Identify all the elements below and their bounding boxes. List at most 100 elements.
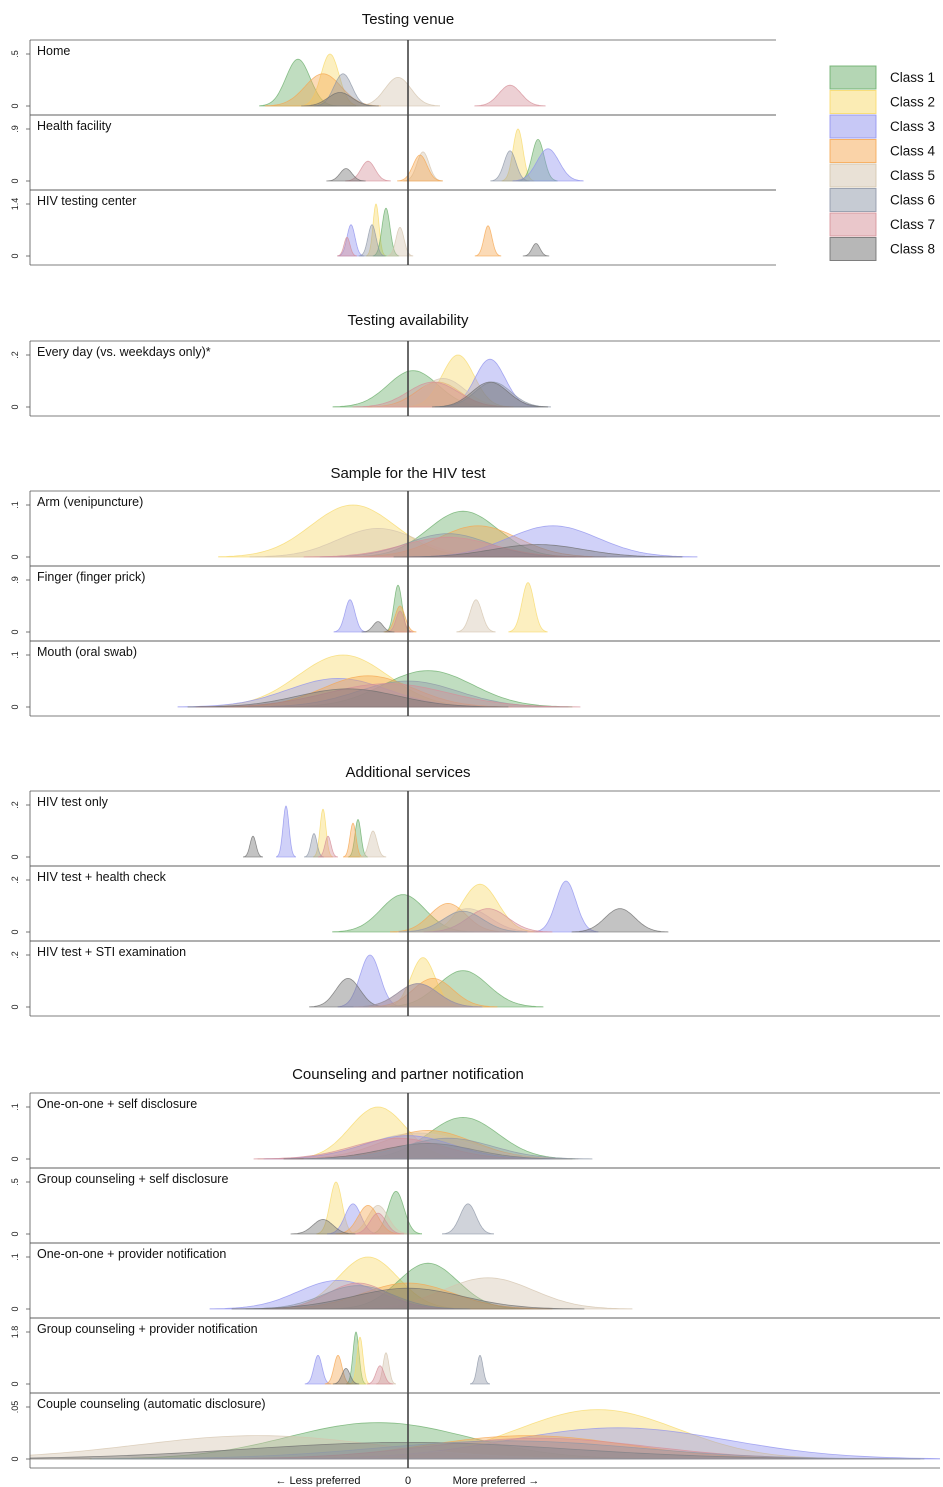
panel: .9 0 Health facility: [10, 114, 776, 191]
density-class-2: [508, 582, 548, 633]
density-class-8: [283, 1142, 573, 1160]
density-class-2: [422, 883, 538, 933]
legend-label: Class 6: [890, 193, 935, 208]
density-class-7: [195, 683, 581, 708]
density-class-8: [571, 908, 669, 933]
y-tick-label: .2: [10, 951, 20, 959]
density-class-4: [324, 1354, 352, 1385]
panel: .2 0 HIV test + STI examination: [10, 940, 940, 1017]
y-tick-label: 0: [10, 178, 20, 183]
legend-swatch: [829, 237, 877, 261]
density-class-5: [249, 527, 507, 558]
panel-label: One-on-one + provider notification: [37, 1247, 226, 1261]
density-class-7: [318, 835, 338, 858]
legend-swatch: [829, 90, 877, 114]
density-class-7: [386, 610, 414, 633]
density-group: [253, 1106, 593, 1160]
density-group: [177, 654, 581, 708]
legend-label: Class 8: [890, 242, 935, 257]
panel: .9 0 Finger (finger prick): [10, 565, 940, 642]
density-class-8: [30, 1442, 921, 1460]
density-class-1: [259, 58, 337, 107]
y-tick-label: .2: [10, 801, 20, 809]
density-class-8: [326, 168, 366, 182]
x-axis: ← Less preferred 0 More preferred →: [276, 1475, 540, 1487]
x-axis-less-label: ← Less preferred: [276, 1475, 361, 1487]
density-class-3: [276, 805, 296, 858]
y-tick-label: 0: [10, 1004, 20, 1009]
density-class-6: [91, 1440, 925, 1460]
panel-label: Finger (finger prick): [37, 570, 145, 584]
y-tick-label: 0: [10, 554, 20, 559]
density-class-4: [368, 977, 498, 1008]
panel: .2 0 HIV test + health check: [10, 865, 940, 942]
y-tick-label: .2: [10, 876, 20, 884]
density-group: [304, 1331, 490, 1385]
panel-label: Group counseling + provider notification: [37, 1322, 258, 1336]
y-tick-label: 0: [10, 1381, 20, 1386]
y-tick-label: .1: [10, 1103, 20, 1111]
y-tick-label: 0: [10, 1306, 20, 1311]
density-group: [332, 354, 551, 408]
density-class-8: [301, 92, 379, 107]
panel: 1.8 0 Group counseling + provider notifica…: [10, 1317, 940, 1394]
section: Additional services .2 0 HIV test only .2 0 HI…: [10, 764, 940, 1017]
y-tick-label: 0: [10, 1156, 20, 1161]
density-class-5: [343, 1277, 633, 1310]
density-class-1: [283, 670, 573, 708]
panel: .1 0 Arm (venipuncture): [10, 490, 940, 567]
density-class-2: [384, 957, 462, 1008]
panel-label: Couple counseling (automatic disclosure): [37, 1397, 266, 1411]
y-tick-label: 0: [10, 854, 20, 859]
panel: .2 0 Every day (vs. weekdays only)*: [10, 340, 940, 417]
density-class-3: [209, 1279, 467, 1310]
density-group: [30, 1409, 940, 1460]
density-class-6: [303, 1137, 593, 1160]
density-class-6: [353, 983, 483, 1008]
density-class-8: [332, 1367, 360, 1385]
panel: .5 0 Home: [10, 39, 776, 116]
density-group: [333, 582, 548, 633]
y-tick-label: 0: [10, 404, 20, 409]
density-class-7: [345, 160, 391, 182]
legend-label: Class 3: [890, 119, 935, 134]
density-class-6: [313, 73, 373, 107]
legend-label: Class 7: [890, 217, 935, 232]
y-tick-label: 1.4: [10, 198, 20, 211]
legend-label: Class 1: [890, 70, 935, 85]
section-title: Additional services: [345, 764, 470, 781]
panel-label: Home: [37, 44, 70, 58]
y-tick-label: 0: [10, 704, 20, 709]
density-class-7: [303, 536, 593, 558]
x-axis-more-label: More preferred →: [453, 1475, 540, 1487]
section-title: Testing venue: [362, 11, 455, 28]
density-group: [309, 954, 544, 1008]
legend-label: Class 4: [890, 144, 936, 159]
density-class-6: [358, 224, 386, 257]
density-class-8: [522, 243, 550, 257]
density-class-5: [376, 1352, 396, 1385]
section-title: Testing availability: [348, 312, 469, 329]
density-class-5: [345, 1204, 411, 1235]
panel-label: HIV test + health check: [37, 870, 167, 884]
y-tick-label: .9: [10, 125, 20, 133]
density-class-7: [337, 236, 357, 257]
panel-label: HIV testing center: [37, 194, 136, 208]
density-class-8: [361, 621, 395, 633]
density-group: [326, 128, 584, 182]
density-class-2: [218, 504, 488, 558]
panel-label: Every day (vs. weekdays only)*: [37, 345, 211, 359]
panel-label: Group counseling + self disclosure: [37, 1172, 228, 1186]
density-class-5: [403, 151, 443, 182]
y-tick-label: .1: [10, 651, 20, 659]
density-group: [290, 1181, 494, 1235]
density-class-6: [470, 1354, 490, 1385]
y-tick-label: 0: [10, 103, 20, 108]
density-class-2: [313, 808, 333, 858]
panel: .1 0 Mouth (oral swab): [10, 640, 940, 717]
density-class-7: [352, 381, 514, 408]
density-class-3: [337, 224, 365, 257]
y-tick-label: .9: [10, 576, 20, 584]
density-class-7: [352, 1212, 404, 1235]
